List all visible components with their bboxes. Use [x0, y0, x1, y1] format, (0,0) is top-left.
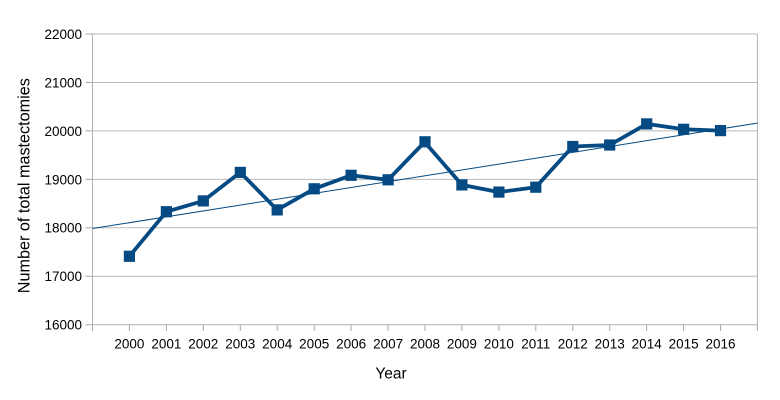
svg-text:21000: 21000 [44, 75, 82, 90]
svg-text:2002: 2002 [188, 337, 218, 352]
svg-text:2003: 2003 [225, 337, 255, 352]
svg-text:Year: Year [375, 366, 406, 383]
svg-text:2000: 2000 [114, 337, 144, 352]
svg-text:2001: 2001 [151, 337, 181, 352]
svg-text:2006: 2006 [336, 337, 366, 352]
svg-text:2007: 2007 [373, 337, 403, 352]
svg-text:Number of total mastectomies: Number of total mastectomies [15, 78, 33, 293]
svg-text:2012: 2012 [558, 337, 588, 352]
svg-text:18000: 18000 [44, 221, 82, 236]
svg-text:17000: 17000 [44, 269, 82, 284]
svg-text:2004: 2004 [262, 337, 293, 352]
svg-text:2005: 2005 [299, 337, 329, 352]
svg-text:2013: 2013 [595, 337, 625, 352]
svg-text:16000: 16000 [44, 318, 82, 333]
svg-text:22000: 22000 [44, 27, 82, 42]
svg-text:2008: 2008 [410, 337, 440, 352]
svg-text:2014: 2014 [632, 337, 663, 352]
svg-text:2009: 2009 [447, 337, 477, 352]
svg-text:2010: 2010 [484, 337, 514, 352]
svg-text:2011: 2011 [521, 337, 550, 352]
svg-text:20000: 20000 [44, 124, 82, 139]
svg-text:2015: 2015 [669, 337, 699, 352]
svg-text:19000: 19000 [44, 172, 82, 187]
svg-text:2016: 2016 [705, 337, 735, 352]
